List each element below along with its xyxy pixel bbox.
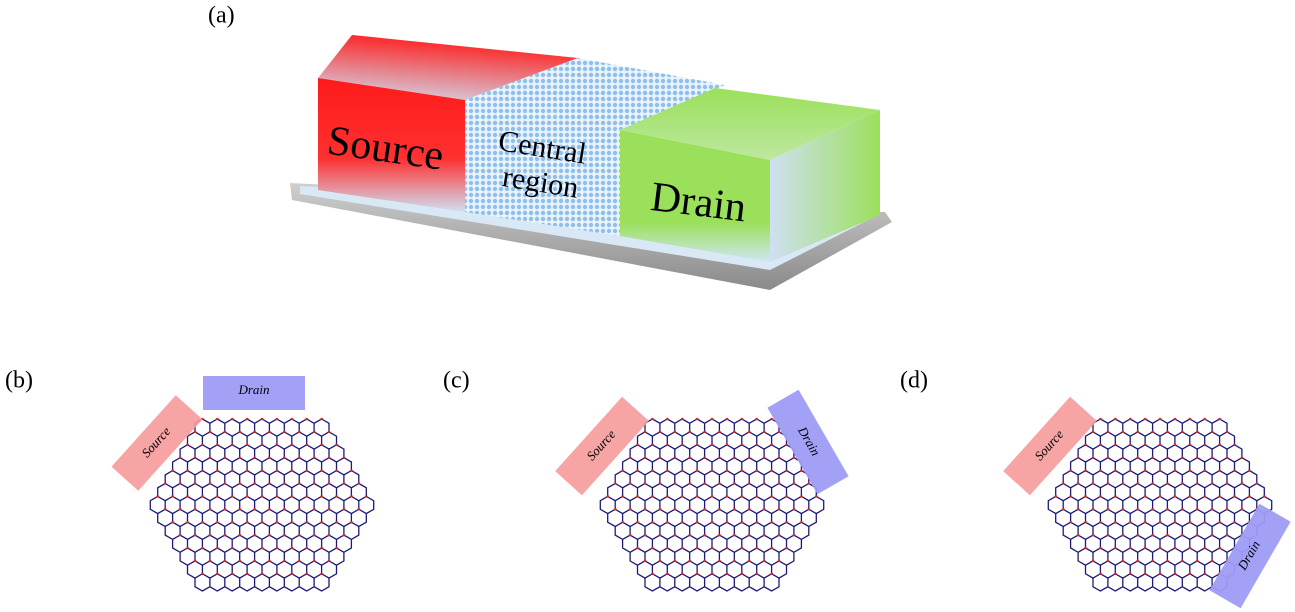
source-block (318, 78, 465, 212)
source-top (318, 35, 578, 100)
leads: Source Drain Source Drain Source Drain (111, 376, 1291, 609)
source-lead: Source (555, 396, 649, 496)
lattice (599, 417, 825, 592)
drain-lead: Drain (203, 376, 305, 410)
panel-label: (d) (900, 368, 928, 394)
central-block (465, 100, 620, 236)
atoms (1054, 417, 1266, 576)
lattice (1047, 417, 1273, 592)
atoms (606, 417, 818, 576)
central-top (465, 58, 725, 130)
bonds (149, 418, 375, 592)
drain-block (620, 130, 770, 262)
source-lead: Source (111, 395, 203, 491)
panel-label: (b) (5, 368, 33, 394)
bonds (1047, 418, 1273, 592)
lead-label: Drain (237, 382, 269, 397)
drain-lead: Drain (767, 389, 849, 495)
drain-top (620, 88, 880, 160)
bonds (599, 418, 825, 592)
panel-label: (c) (443, 368, 470, 394)
atoms (156, 417, 368, 576)
flakes (149, 417, 1273, 592)
lattice (149, 417, 375, 592)
device-3d: Source Central region Drain (290, 35, 892, 290)
panel-label: (a) (208, 3, 235, 29)
drain-lead: Drain (1209, 503, 1291, 609)
drain-side (770, 110, 880, 262)
